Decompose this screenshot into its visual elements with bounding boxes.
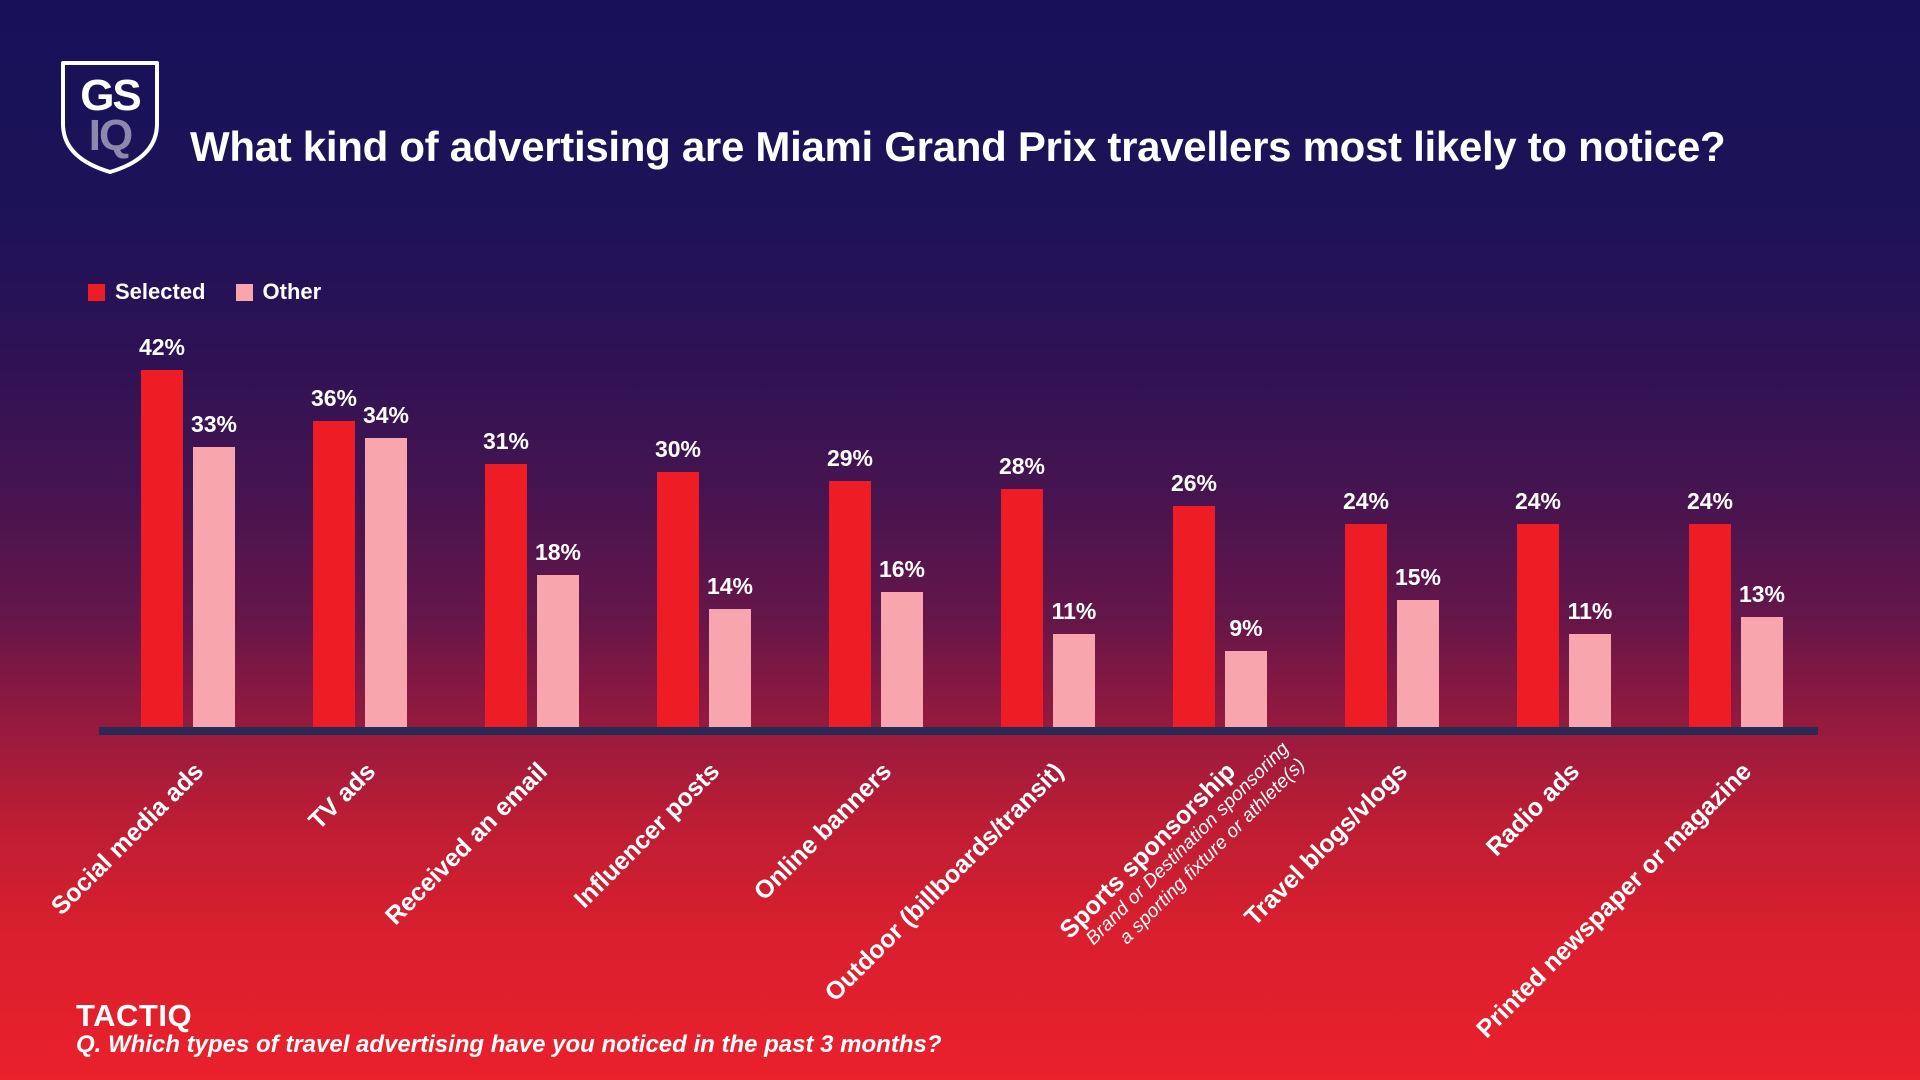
bar-group-1: 42% 33% bbox=[139, 0, 237, 728]
chart-legend: Selected Other bbox=[88, 279, 321, 305]
bar-other-9: 11% bbox=[1568, 598, 1612, 728]
category-label-9: Radio ads bbox=[1142, 757, 1586, 1080]
bar-group-4: 30% 14% bbox=[655, 0, 753, 728]
bar-group-2: 36% 34% bbox=[311, 0, 409, 728]
legend-swatch-other-icon bbox=[235, 283, 253, 301]
category-label-text: Printed newspaper or magazine bbox=[1471, 757, 1758, 1044]
bar-selected-2: 36% bbox=[311, 385, 357, 728]
x-axis-line bbox=[99, 727, 1818, 735]
bar-value-label: 15% bbox=[1394, 564, 1442, 590]
bar-value-label: 34% bbox=[362, 402, 410, 428]
bar-group-9: 24% 11% bbox=[1515, 0, 1612, 728]
legend-swatch-selected-icon bbox=[88, 283, 105, 301]
bar-value-label: 9% bbox=[1229, 615, 1263, 641]
bar-selected-3: 31% bbox=[483, 428, 529, 728]
bar-other-1: 33% bbox=[191, 411, 237, 728]
bar-other-6: 11% bbox=[1052, 598, 1096, 728]
bar-other-3: 18% bbox=[535, 539, 581, 728]
bar-value-label: 24% bbox=[1514, 488, 1562, 514]
bar-value-label: 31% bbox=[482, 428, 530, 454]
bar-value-label: 36% bbox=[310, 385, 358, 411]
bar-selected-5: 29% bbox=[827, 445, 873, 728]
bar-group-7: 26% 9% bbox=[1171, 0, 1267, 728]
category-label-text: Online banners bbox=[748, 757, 898, 906]
bar-value-label: 24% bbox=[1342, 488, 1390, 514]
bar-group-8: 24% 15% bbox=[1343, 0, 1441, 728]
logo-text-iq: IQ bbox=[89, 111, 132, 160]
page-title: What kind of advertising are Miami Grand… bbox=[190, 123, 1726, 171]
category-label-text: TV ads bbox=[303, 757, 382, 836]
bar-selected-4: 30% bbox=[655, 436, 701, 728]
bar-value-label: 18% bbox=[534, 539, 582, 565]
bar-value-label: 29% bbox=[826, 445, 874, 471]
bar-selected-10: 24% bbox=[1687, 488, 1733, 728]
bar-value-label: 42% bbox=[138, 334, 186, 360]
legend-label-selected: Selected bbox=[115, 279, 206, 304]
legend-label-other: Other bbox=[262, 279, 322, 304]
logo-text-gs: GS bbox=[80, 71, 140, 120]
bar-value-label: 26% bbox=[1170, 470, 1218, 496]
shield-icon bbox=[61, 61, 159, 174]
category-label-8: Travel blogs/vlogs bbox=[970, 757, 1414, 1080]
category-label-10: Printed newspaper or magazine bbox=[1314, 757, 1758, 1080]
bar-value-label: 30% bbox=[654, 436, 702, 462]
bar-selected-7: 26% bbox=[1171, 470, 1217, 728]
bar-selected-9: 24% bbox=[1515, 488, 1561, 728]
bar-group-10: 24% 13% bbox=[1687, 0, 1785, 728]
category-label-text: Outdoor (billboards/transit) bbox=[819, 757, 1070, 1007]
category-sublabel-text: Brand or Destination sponsoring bbox=[1082, 738, 1294, 950]
bar-group-6: 28% 11% bbox=[999, 0, 1096, 728]
category-label-text: Received an email bbox=[379, 757, 554, 931]
bar-group-3: 31% 18% bbox=[483, 0, 581, 728]
category-label-text: Radio ads bbox=[1480, 757, 1586, 862]
category-label-text: Sports sponsorship bbox=[1054, 757, 1242, 945]
bar-value-label: 28% bbox=[998, 453, 1046, 479]
gsiq-logo: GS IQ bbox=[61, 61, 159, 174]
legend-item-other: Other bbox=[235, 279, 322, 305]
bar-chart: 42% 33% 36% 34% 31% 18% 30% 14% 29% 16% 28% 11% 26% 9… bbox=[139, 0, 1785, 728]
bar-selected-1: 42% bbox=[139, 334, 185, 728]
bar-value-label: 24% bbox=[1686, 488, 1734, 514]
bar-value-label: 16% bbox=[878, 556, 926, 582]
bar-value-label: 13% bbox=[1738, 581, 1786, 607]
brand-logo: TACTIQ bbox=[76, 998, 193, 1033]
legend-item-selected: Selected bbox=[88, 279, 206, 305]
bar-value-label: 14% bbox=[706, 573, 754, 599]
bar-other-4: 14% bbox=[707, 573, 753, 728]
bar-value-label: 33% bbox=[190, 411, 238, 437]
survey-question: Q. Which types of travel advertising hav… bbox=[76, 1031, 942, 1058]
bar-group-5: 29% 16% bbox=[827, 0, 925, 728]
bar-value-label: 11% bbox=[1567, 598, 1613, 624]
category-label-text: Social media ads bbox=[45, 757, 210, 921]
bar-other-2: 34% bbox=[363, 402, 409, 728]
bar-selected-6: 28% bbox=[999, 453, 1045, 728]
bar-value-label: 11% bbox=[1051, 598, 1097, 624]
bar-other-7: 9% bbox=[1225, 615, 1267, 728]
bar-selected-8: 24% bbox=[1343, 488, 1389, 728]
bar-other-5: 16% bbox=[879, 556, 925, 728]
category-label-text: Travel blogs/vlogs bbox=[1239, 757, 1414, 932]
bar-other-8: 15% bbox=[1395, 564, 1441, 728]
bar-other-10: 13% bbox=[1739, 581, 1785, 728]
category-label-text: Influencer posts bbox=[568, 757, 726, 914]
